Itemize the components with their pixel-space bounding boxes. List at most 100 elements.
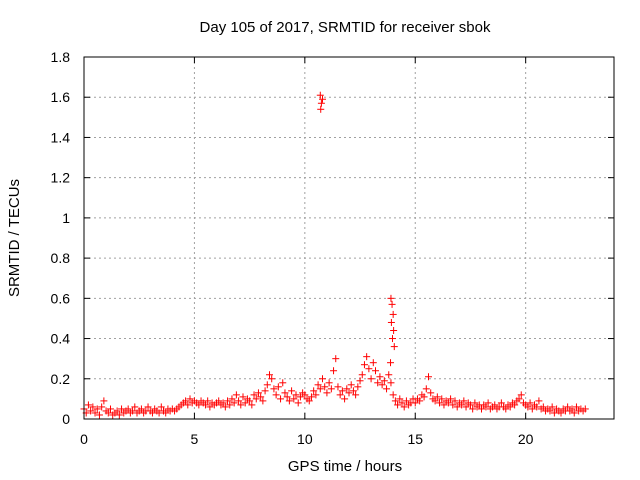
data-point: [131, 403, 139, 411]
data-point: [347, 381, 355, 389]
data-point: [345, 389, 353, 397]
y-tick-label: 1.2: [51, 170, 71, 186]
data-point: [581, 405, 589, 413]
data-point: [365, 365, 373, 373]
data-point: [157, 403, 165, 411]
data-point: [390, 343, 398, 351]
data-point: [548, 403, 556, 411]
data-point: [564, 403, 572, 411]
data-point: [374, 379, 382, 387]
data-point: [93, 405, 101, 413]
data-point: [201, 401, 209, 409]
data-point: [383, 385, 391, 393]
data-point: [528, 405, 536, 413]
data-point: [285, 397, 293, 405]
data-point: [469, 405, 477, 413]
data-point: [372, 367, 379, 375]
data-point: [389, 310, 397, 318]
data-point: [570, 409, 578, 417]
data-point: [334, 383, 342, 391]
data-point: [341, 395, 349, 403]
data-point: [294, 399, 302, 407]
x-tick-label: 0: [80, 431, 88, 447]
data-point: [248, 401, 256, 409]
data-point: [215, 397, 223, 405]
y-tick-label: 0.8: [51, 250, 71, 266]
data-point: [387, 359, 395, 367]
data-point: [462, 403, 470, 411]
data-point: [263, 381, 271, 389]
grid-layer: [84, 57, 614, 419]
data-point: [274, 383, 282, 391]
data-point: [266, 371, 273, 379]
data-point: [471, 399, 479, 407]
data-point: [440, 401, 448, 409]
data-point: [557, 409, 565, 417]
data-point: [343, 385, 351, 393]
data-point: [186, 395, 194, 403]
data-point: [433, 393, 441, 401]
data-point: [389, 391, 397, 399]
data-point: [394, 401, 402, 409]
x-axis-label: GPS time / hours: [288, 458, 402, 475]
data-point: [367, 375, 375, 383]
data-point: [228, 395, 236, 403]
data-point: [323, 389, 331, 397]
data-point: [491, 401, 499, 409]
data-point: [416, 397, 424, 405]
data-point: [338, 387, 346, 395]
data-point: [511, 401, 519, 409]
data-point: [389, 335, 397, 343]
data-point: [420, 393, 428, 401]
x-tick-label: 20: [518, 431, 534, 447]
data-point: [95, 411, 103, 419]
data-point: [144, 403, 152, 411]
data-point: [387, 379, 395, 387]
y-tick-label: 1.4: [51, 129, 71, 145]
data-point: [84, 401, 92, 409]
data-point: [310, 387, 318, 395]
data-point: [246, 397, 254, 405]
data-point: [307, 393, 315, 401]
data-point: [261, 387, 269, 395]
data-point: [330, 367, 338, 375]
data-point: [288, 387, 296, 395]
chart-title: Day 105 of 2017, SRMTID for receiver sbo…: [200, 19, 491, 36]
data-point: [230, 399, 238, 407]
data-point: [292, 391, 300, 399]
data-point: [290, 395, 298, 403]
data-point: [497, 399, 505, 407]
data-point: [113, 407, 121, 415]
data-point: [458, 401, 466, 409]
data-point: [369, 359, 377, 367]
data-point: [232, 391, 240, 399]
data-point: [226, 401, 234, 409]
data-point: [387, 294, 395, 302]
data-point: [319, 95, 326, 103]
data-point: [515, 395, 523, 403]
data-point: [104, 409, 112, 417]
data-point: [235, 397, 243, 405]
data-point: [182, 397, 190, 405]
data-point: [115, 411, 123, 419]
y-tick-label: 0: [62, 411, 70, 427]
data-point: [453, 403, 461, 411]
data-point: [376, 373, 384, 381]
data-point: [184, 401, 192, 409]
data-point: [221, 403, 229, 411]
data-point: [431, 397, 439, 405]
x-tick-label: 15: [407, 431, 423, 447]
x-tick-label: 5: [191, 431, 199, 447]
points-layer: [80, 91, 589, 419]
ticks-layer: 0 0.2 0.4 0.6 0.8 1 1.2 1.4 1.6 1.8 0 5 10 15 20: [51, 49, 614, 447]
x-tick-label: 10: [297, 431, 313, 447]
data-point: [98, 403, 106, 411]
data-point: [87, 407, 95, 415]
y-axis-label: SRMTID / TECUs: [6, 179, 23, 297]
data-point: [100, 397, 108, 405]
data-point: [400, 403, 408, 411]
data-point: [568, 405, 576, 413]
y-tick-label: 1.6: [51, 89, 71, 105]
